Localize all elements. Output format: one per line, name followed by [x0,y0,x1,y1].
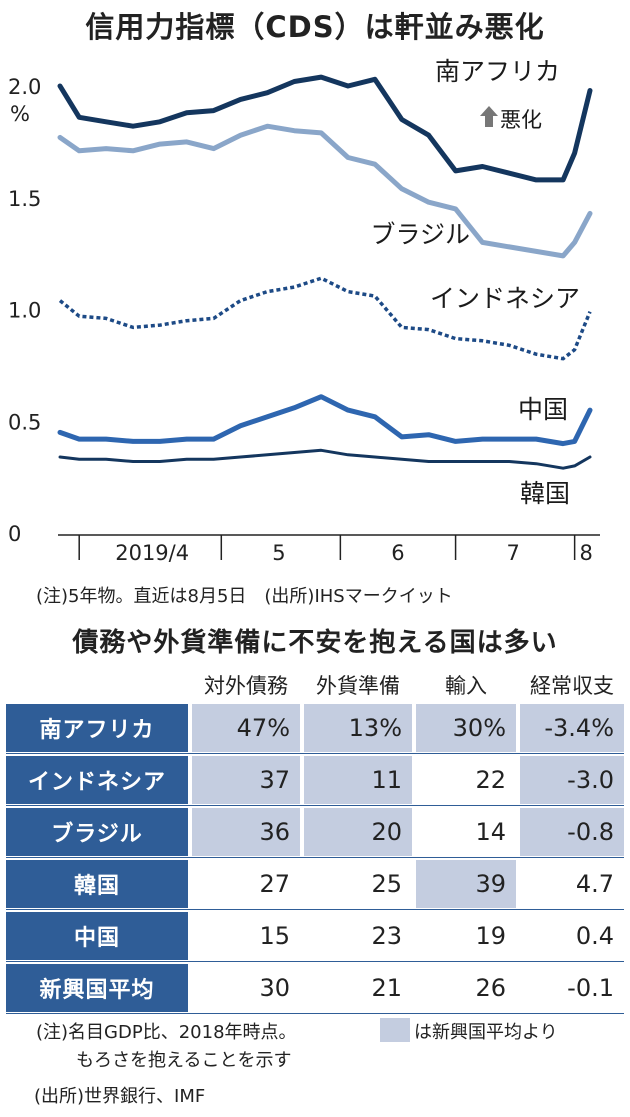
x-tick-label: 6 [391,541,404,565]
table-row: ブラジル 36 20 14 -0.8 [6,808,624,858]
x-tick-label: 7 [507,541,520,565]
worsening-indicator: 悪化 [480,106,542,132]
row-label: 南アフリカ [6,704,188,752]
cds-line-chart: 0 0.5 1.0 1.5 2.0 % 2019/4 5 6 7 8 南アフリカブラジルインドネ… [8,57,600,565]
column-header: 外貨準備 [316,674,400,698]
table-cell: 21 [371,974,402,1002]
y-axis-unit: % [10,102,30,126]
table-note-continued: もろさを抱えることを示す [76,1050,292,1071]
table-cell: 37 [192,756,300,804]
table-cell: 26 [475,974,506,1002]
row-label: インドネシア [6,756,188,804]
column-header: 輸入 [445,674,487,698]
table-cell: 23 [371,922,402,950]
y-tick-label: 0 [8,522,21,546]
table-row: インドネシア 37 11 22 -3.0 [6,756,624,806]
table-cell: 14 [475,818,506,846]
x-tick-label: 5 [272,541,285,565]
table-cell: 39 [416,860,516,908]
y-tick-label: 1.5 [8,187,41,211]
row-divider [6,805,624,806]
table-cell: -3.4% [520,704,624,752]
table-source: (出所)世界銀行、IMF [34,1086,206,1107]
series-line-1 [57,123,593,259]
table-row: 新興国平均 30 21 26 -0.1 [6,964,624,1014]
series-label-1: ブラジル [370,220,470,249]
table-title: 債務や外貨準備に不安を抱える国は多い [72,628,558,658]
table-cell: 25 [371,870,402,898]
row-divider [6,753,624,754]
series-label-3: 中国 [518,395,568,424]
table-cell: 27 [259,870,290,898]
table-cell: -0.8 [520,808,624,856]
series-label-4: 韓国 [520,479,570,508]
series-label-0: 南アフリカ [435,57,560,86]
y-axis-ticks: 0 0.5 1.0 1.5 2.0 [8,75,41,546]
row-label: ブラジル [6,808,188,856]
table-cell: 30% [416,704,516,752]
x-tick-label: 2019/4 [115,541,189,565]
series-line-3 [57,394,593,447]
row-label: 新興国平均 [6,964,188,1012]
series-label-2: インドネシア [430,284,580,313]
highlight-legend-swatch [380,1018,410,1042]
row-divider [6,857,624,858]
y-tick-label: 2.0 [8,75,41,99]
table-cell: 13% [304,704,412,752]
y-tick-label: 0.5 [8,410,41,434]
up-arrow-icon [480,106,498,127]
table-cell: 36 [192,808,300,856]
table-row: 南アフリカ 47% 13% 30% -3.4% [6,704,624,754]
table-cell: -0.1 [567,974,614,1002]
series-line-4 [58,448,592,470]
column-header: 対外債務 [204,674,288,698]
y-tick-label: 1.0 [8,299,41,323]
row-label: 中国 [6,912,188,960]
table-cell: 15 [259,922,290,950]
row-divider [6,909,624,910]
row-divider [6,961,624,962]
table-cell: 47% [192,704,300,752]
table-cell: 20 [304,808,412,856]
worsening-label: 悪化 [500,108,542,132]
table-cell: 11 [304,756,412,804]
table-cell: 19 [475,922,506,950]
chart-title: 信用力指標（CDS）は軒並み悪化 [85,10,545,44]
column-header: 経常収支 [530,674,614,698]
series-lines [57,74,593,470]
row-divider [6,1013,624,1014]
table-note: (注)名目GDP比、2018年時点。 [36,1022,297,1043]
table-row: 中国 15 23 19 0.4 [6,912,624,962]
table-cell: 4.7 [575,870,614,898]
chart-note: (注)5年物。直近は8月5日 (出所)IHSマークイット [36,586,453,607]
series-line-2 [58,276,592,361]
table-cell: 0.4 [575,922,614,950]
table-row: 韓国 27 25 39 4.7 [6,860,624,910]
series-line-0 [57,74,593,183]
x-axis-ticks: 2019/4 5 6 7 8 [78,535,593,565]
table-cell: 22 [475,766,506,794]
row-label: 韓国 [6,860,188,908]
table-note-legend: は新興国平均より [414,1022,558,1043]
table-cell: -3.0 [520,756,624,804]
table-cell: 30 [259,974,290,1002]
x-tick-label: 8 [579,541,592,565]
